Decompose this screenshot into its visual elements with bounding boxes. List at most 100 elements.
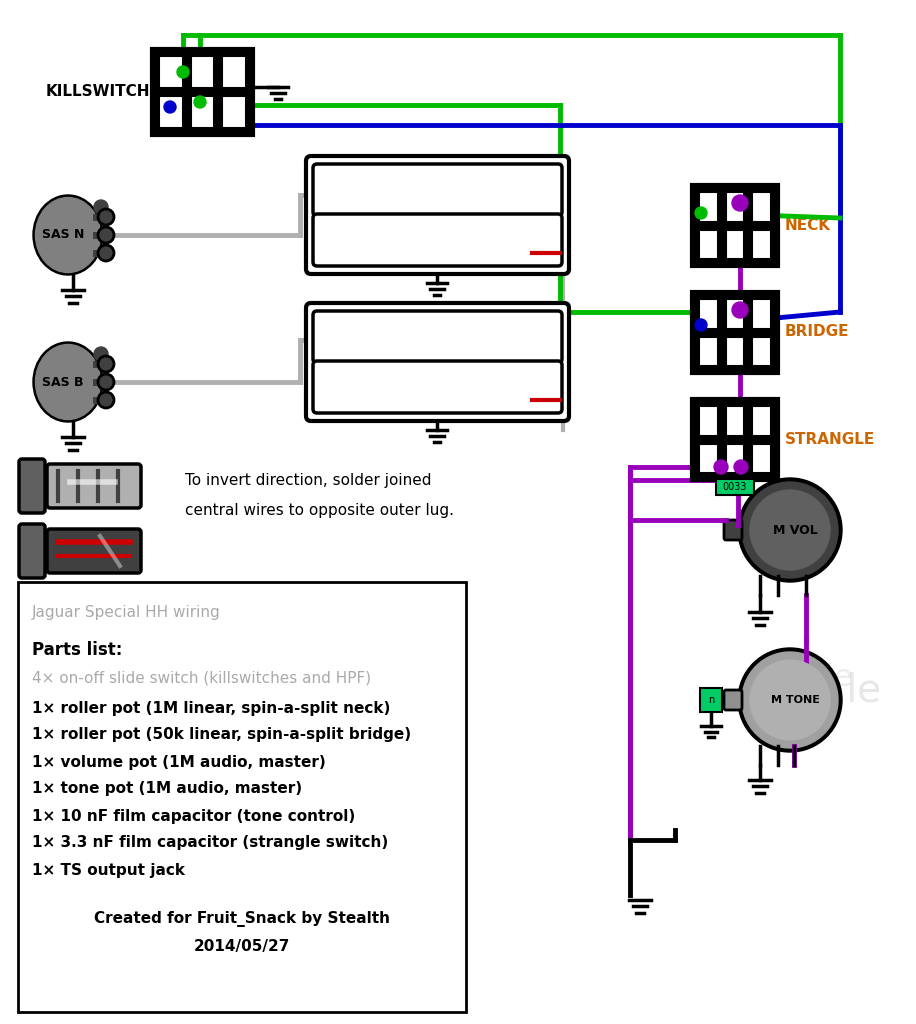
Bar xyxy=(159,56,182,88)
Bar xyxy=(191,56,214,88)
Text: 1× 10 nF film capacitor (tone control): 1× 10 nF film capacitor (tone control) xyxy=(32,809,355,823)
Circle shape xyxy=(742,482,838,578)
Circle shape xyxy=(164,101,176,113)
Text: Jaguar Special HH wiring: Jaguar Special HH wiring xyxy=(32,604,221,620)
Ellipse shape xyxy=(36,344,101,420)
Text: 1× TS output jack: 1× TS output jack xyxy=(32,862,185,878)
Bar xyxy=(699,337,717,366)
Bar xyxy=(752,443,771,473)
Circle shape xyxy=(695,207,707,219)
Bar xyxy=(159,96,182,128)
FancyBboxPatch shape xyxy=(47,464,141,508)
Bar xyxy=(692,185,778,266)
Ellipse shape xyxy=(36,198,101,272)
FancyBboxPatch shape xyxy=(19,524,45,578)
Bar xyxy=(700,688,722,712)
Ellipse shape xyxy=(33,195,103,275)
Bar xyxy=(699,299,717,329)
Text: n: n xyxy=(708,695,714,705)
Circle shape xyxy=(732,302,748,318)
Circle shape xyxy=(714,460,728,474)
FancyBboxPatch shape xyxy=(313,361,562,413)
Text: 1× tone pot (1M audio, master): 1× tone pot (1M audio, master) xyxy=(32,781,302,797)
FancyBboxPatch shape xyxy=(724,520,742,540)
Bar xyxy=(752,337,771,366)
Bar xyxy=(223,56,246,88)
Text: r le: r le xyxy=(818,671,881,709)
Circle shape xyxy=(98,392,114,408)
Bar xyxy=(725,406,745,435)
FancyBboxPatch shape xyxy=(306,156,569,274)
Text: NECK: NECK xyxy=(785,217,831,232)
Text: M VOL: M VOL xyxy=(772,523,817,537)
Bar xyxy=(695,188,775,263)
Bar xyxy=(752,193,771,221)
Bar xyxy=(752,229,771,259)
Bar xyxy=(152,49,253,135)
Circle shape xyxy=(738,648,842,752)
Circle shape xyxy=(750,660,830,740)
Text: STRANGLE: STRANGLE xyxy=(785,431,876,446)
FancyBboxPatch shape xyxy=(19,459,45,513)
Circle shape xyxy=(98,227,114,243)
Circle shape xyxy=(98,209,114,225)
Text: central wires to opposite outer lug.: central wires to opposite outer lug. xyxy=(185,503,454,517)
Text: 1× 3.3 nF film capacitor (strangle switch): 1× 3.3 nF film capacitor (strangle switc… xyxy=(32,836,388,851)
Circle shape xyxy=(742,652,838,748)
Text: BRIDGE: BRIDGE xyxy=(785,325,849,340)
FancyBboxPatch shape xyxy=(313,311,562,362)
Bar xyxy=(191,96,214,128)
Text: 1× roller pot (50k linear, spin-a-split bridge): 1× roller pot (50k linear, spin-a-split … xyxy=(32,727,411,742)
FancyBboxPatch shape xyxy=(724,690,742,710)
Circle shape xyxy=(738,478,842,582)
FancyBboxPatch shape xyxy=(306,303,569,421)
Circle shape xyxy=(750,490,830,570)
Bar xyxy=(695,402,775,477)
Circle shape xyxy=(695,319,707,331)
Text: KILLSWITCH: KILLSWITCH xyxy=(46,85,150,99)
Bar xyxy=(725,337,745,366)
Bar xyxy=(699,229,717,259)
Text: r le: r le xyxy=(803,664,853,692)
Bar xyxy=(699,443,717,473)
Bar xyxy=(725,193,745,221)
Text: Created for Fruit_Snack by Stealth: Created for Fruit_Snack by Stealth xyxy=(94,911,390,927)
Bar xyxy=(725,299,745,329)
Text: 4× on-off slide switch (killswitches and HPF): 4× on-off slide switch (killswitches and… xyxy=(32,671,371,685)
Circle shape xyxy=(98,374,114,390)
Bar xyxy=(695,295,775,370)
Circle shape xyxy=(734,460,748,474)
Circle shape xyxy=(98,356,114,372)
FancyBboxPatch shape xyxy=(313,164,562,216)
Text: SAS B: SAS B xyxy=(42,376,83,388)
Bar xyxy=(692,399,778,480)
Text: 1× roller pot (1M linear, spin-a-split neck): 1× roller pot (1M linear, spin-a-split n… xyxy=(32,700,390,716)
Circle shape xyxy=(98,245,114,261)
Circle shape xyxy=(94,347,108,361)
Circle shape xyxy=(94,200,108,214)
Bar xyxy=(692,292,778,373)
Bar xyxy=(752,299,771,329)
Circle shape xyxy=(177,66,189,78)
Text: SAS N: SAS N xyxy=(42,228,84,242)
Circle shape xyxy=(732,195,748,211)
Text: 2014/05/27: 2014/05/27 xyxy=(194,939,290,954)
Text: Parts list:: Parts list: xyxy=(32,641,123,659)
Bar xyxy=(716,479,754,495)
FancyBboxPatch shape xyxy=(47,529,141,573)
Bar xyxy=(752,406,771,435)
Bar xyxy=(699,193,717,221)
Text: 0033: 0033 xyxy=(723,482,747,492)
Bar xyxy=(699,406,717,435)
Text: To invert direction, solder joined: To invert direction, solder joined xyxy=(185,472,431,487)
Bar xyxy=(223,96,246,128)
FancyBboxPatch shape xyxy=(313,214,562,266)
Bar xyxy=(725,443,745,473)
Circle shape xyxy=(194,96,206,108)
Text: M TONE: M TONE xyxy=(770,695,820,705)
Bar xyxy=(18,582,466,1012)
Bar xyxy=(155,52,250,132)
Bar xyxy=(725,229,745,259)
Ellipse shape xyxy=(33,342,103,422)
Text: 1× volume pot (1M audio, master): 1× volume pot (1M audio, master) xyxy=(32,755,326,769)
